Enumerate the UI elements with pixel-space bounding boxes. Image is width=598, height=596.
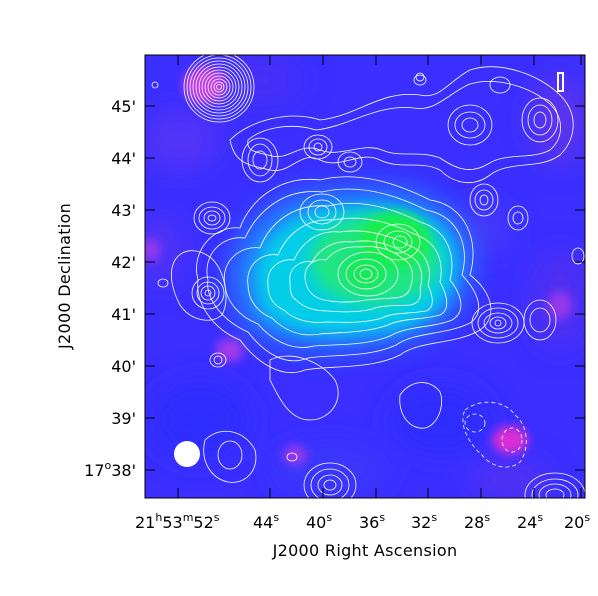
contour-envelope-outer — [196, 176, 492, 374]
ra-tick-label: 32s — [411, 511, 437, 532]
dec-tick-label: 40' — [111, 357, 136, 376]
ra-tick-label: 20s — [564, 511, 590, 532]
contour-envelope-2 — [206, 188, 479, 362]
radio-contours — [151, 55, 585, 498]
dec-tick-label: 42' — [111, 253, 136, 272]
x-axis-title: J2000 Right Ascension — [272, 541, 458, 560]
dec-tick-label: 17o38' — [84, 459, 136, 480]
contour-source-top-left — [183, 55, 255, 123]
ra-tick-label: 44s — [253, 511, 279, 532]
y-axis-title: J2000 Declination — [55, 203, 74, 350]
axis-ticks — [145, 55, 585, 498]
ra-tick-label: 28s — [464, 511, 490, 532]
negative-contours — [462, 401, 527, 468]
plot-frame — [144, 54, 586, 499]
magenta-spots — [145, 67, 572, 465]
diffuse-emission — [230, 187, 472, 350]
dec-tick-label: 45' — [111, 97, 136, 116]
ra-tick-label: 36s — [359, 511, 385, 532]
dec-tick-labels: 17o38' 39' 40' 41' 42' 43' 44' 45' — [84, 97, 136, 480]
ra-tick-label: 40s — [306, 511, 332, 532]
ra-tick-label: 21h53m52s — [135, 511, 220, 532]
ra-tick-labels: 21h53m52s 44s 40s 36s 32s 28s 24s 20s — [135, 511, 590, 532]
beam-ellipse — [174, 441, 200, 467]
image-panel — [145, 55, 585, 498]
dec-tick-label: 41' — [111, 305, 136, 324]
ra-tick-label: 24s — [517, 511, 543, 532]
dec-tick-label: 39' — [111, 409, 136, 428]
dec-tick-label: 44' — [111, 149, 136, 168]
scale-marker — [557, 72, 564, 92]
dec-tick-label: 43' — [111, 201, 136, 220]
